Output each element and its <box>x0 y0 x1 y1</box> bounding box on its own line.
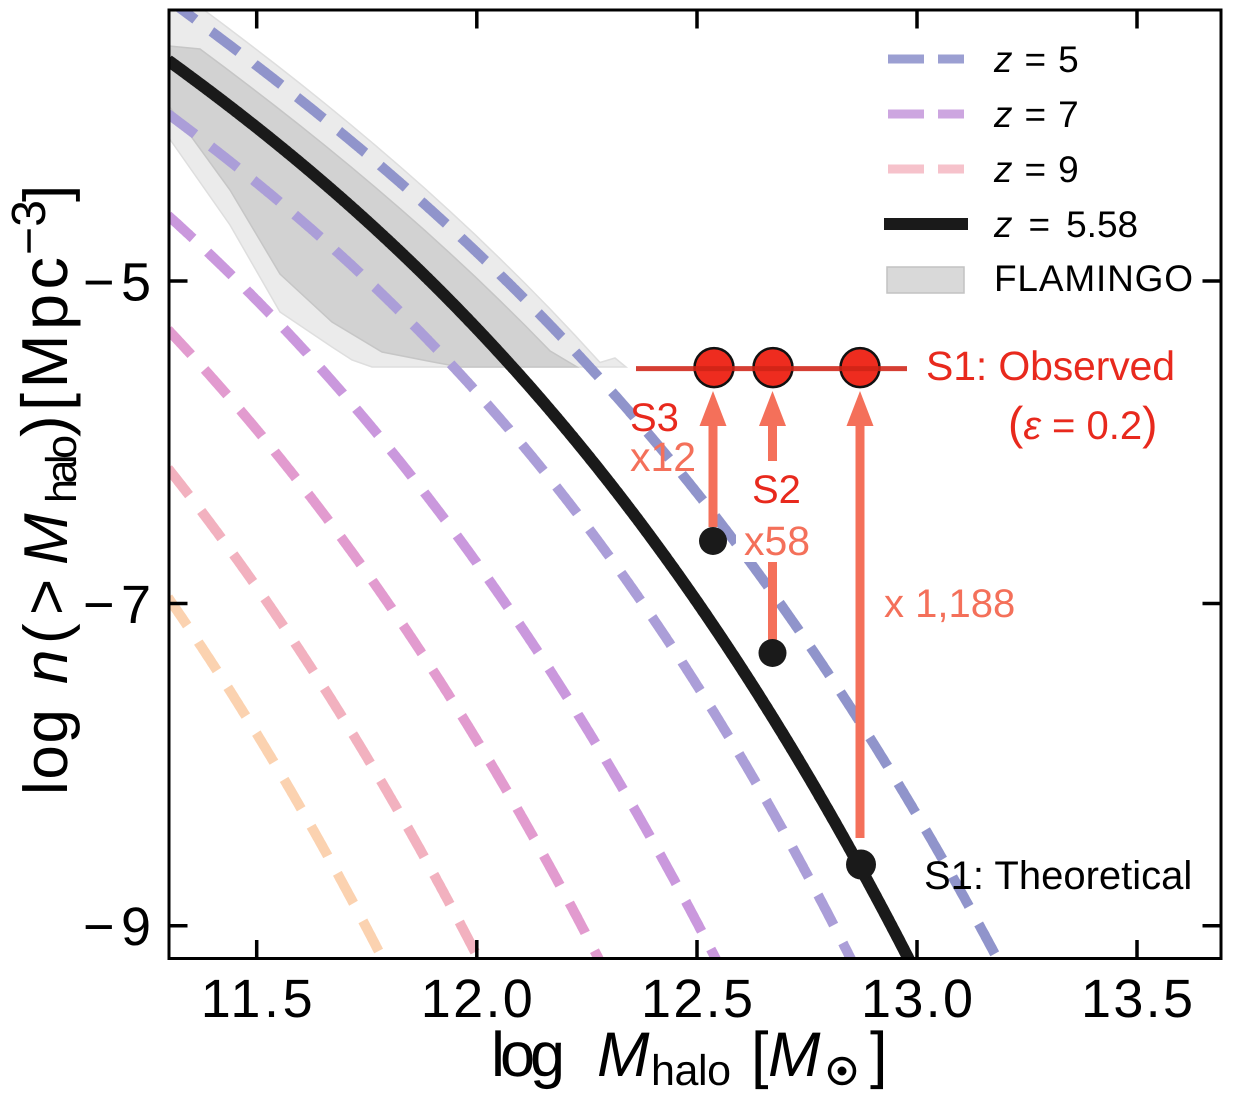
svg-text:S1: Theoretical: S1: Theoretical <box>924 854 1192 898</box>
svg-text:12.0: 12.0 <box>421 969 533 1029</box>
svg-text:13.5: 13.5 <box>1081 969 1193 1029</box>
svg-text:FLAMINGO: FLAMINGO <box>994 258 1193 299</box>
svg-text:S1: Observed: S1: Observed <box>926 343 1175 389</box>
svg-text:z=7: z = 7 <box>993 94 1079 135</box>
svg-text:S3: S3 <box>630 396 679 440</box>
svg-text:(ε = 0.2): (ε = 0.2) <box>1008 397 1157 449</box>
svg-text:z=5.58: z = 5.58 <box>993 204 1138 245</box>
svg-text:13.0: 13.0 <box>861 969 973 1029</box>
svg-text:S2: S2 <box>752 468 801 512</box>
svg-text:12.5: 12.5 <box>641 969 753 1029</box>
svg-text:z=9: z = 9 <box>993 149 1079 190</box>
svg-text:x58: x58 <box>744 518 810 564</box>
svg-text:x 1,188: x 1,188 <box>884 582 1015 626</box>
svg-text:z=5: z = 5 <box>993 39 1079 80</box>
svg-text:11.5: 11.5 <box>201 969 313 1029</box>
svg-text:x12: x12 <box>630 434 696 480</box>
